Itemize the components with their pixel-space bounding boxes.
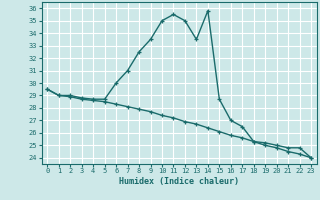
X-axis label: Humidex (Indice chaleur): Humidex (Indice chaleur) <box>119 177 239 186</box>
